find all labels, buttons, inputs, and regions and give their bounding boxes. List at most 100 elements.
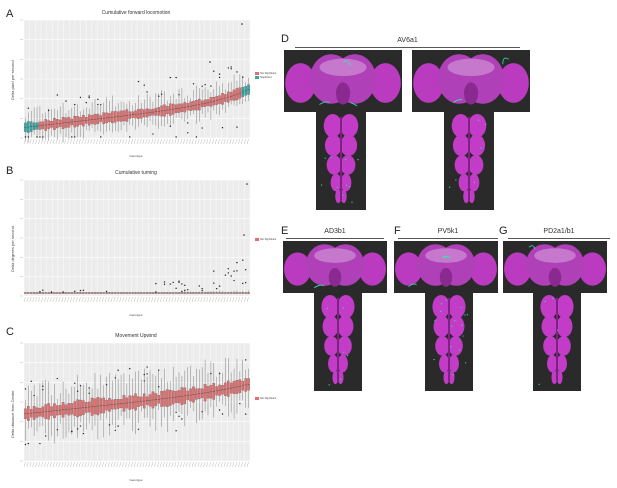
- outlier-point: [224, 274, 227, 276]
- tick-label: [183, 296, 185, 303]
- brain-midline: [548, 268, 562, 287]
- vnc-segment: [330, 173, 342, 192]
- tick-label: [229, 461, 232, 468]
- tick-label: [145, 296, 148, 303]
- tick-label: [29, 461, 32, 468]
- tick-label: [128, 461, 130, 468]
- tick-label: [159, 461, 162, 468]
- neuron-speck: [328, 384, 330, 386]
- tick-label: [244, 461, 246, 468]
- plot-a-ylabel: Delta pixel per second: [10, 60, 15, 100]
- legend-item: Not Significant: [255, 238, 276, 242]
- outlier-point: [108, 424, 111, 426]
- outlier-point: [215, 287, 218, 290]
- tick-label: [148, 461, 151, 468]
- neuron-projection: [528, 245, 536, 250]
- tick-label: [61, 296, 64, 303]
- tick-label: [142, 138, 145, 145]
- plot-b-xlabel: Genotype: [129, 313, 143, 317]
- tick-label: [235, 461, 238, 468]
- outlier-point: [178, 94, 180, 96]
- outlier-point: [175, 76, 177, 79]
- tick-label: [41, 138, 43, 145]
- tick-label: [93, 296, 96, 303]
- tick-label: [29, 296, 32, 303]
- legend-item: Not Significant: [255, 72, 276, 76]
- vnc-segment: [543, 336, 558, 356]
- brain-image: [284, 50, 402, 112]
- outlier-point: [71, 136, 73, 138]
- tick-label: [49, 461, 52, 468]
- neuron-projection: [453, 99, 463, 104]
- outlier-point: [192, 83, 195, 85]
- tick-label: [217, 461, 220, 468]
- tick-label: [64, 296, 67, 303]
- outlier-point: [33, 394, 35, 397]
- outlier-point: [97, 98, 99, 101]
- tick-label: [217, 138, 220, 145]
- tick-label: [41, 461, 43, 468]
- outlier-point: [246, 183, 248, 185]
- neuron-speck: [349, 186, 351, 188]
- neuron-speck: [346, 355, 349, 357]
- outlier-point: [137, 428, 140, 431]
- tick-label: [52, 296, 55, 303]
- tick-label: [78, 138, 81, 145]
- tick-label: [52, 138, 55, 145]
- vnc-segment: [556, 315, 573, 338]
- tick-label: [235, 296, 238, 303]
- outlier-point: [198, 285, 200, 287]
- tick-label: [244, 138, 246, 145]
- outlier-point: [241, 23, 243, 25]
- tick-label: [235, 138, 238, 145]
- tick-label: [73, 461, 75, 468]
- outlier-point: [201, 85, 203, 87]
- tick-label: [188, 296, 191, 303]
- tick-label: [203, 461, 206, 468]
- tick-label: [90, 296, 93, 303]
- tick-label: [102, 296, 104, 303]
- neuron-speck: [342, 194, 344, 196]
- vnc-segment: [337, 370, 344, 385]
- tick-label: [151, 296, 154, 303]
- outlier-point: [181, 418, 183, 420]
- tick-label: [177, 296, 180, 303]
- brain-image: [412, 50, 530, 112]
- tick-label: [84, 296, 87, 303]
- neuron-speck: [462, 335, 464, 337]
- tick-label: [96, 296, 99, 303]
- outlier-point: [100, 104, 102, 106]
- legend-swatch: [255, 397, 259, 400]
- neuron-speck: [552, 297, 554, 300]
- tick-label: [209, 296, 212, 303]
- tick-label: [64, 138, 67, 145]
- tick-label: [125, 138, 128, 145]
- outlier-point: [56, 94, 59, 96]
- tick-label: [162, 296, 165, 303]
- tick-label: [35, 296, 38, 303]
- outlier-point: [39, 290, 41, 293]
- outlier-point: [117, 425, 119, 427]
- tick-label: [29, 138, 32, 145]
- tick-label: [157, 296, 159, 303]
- tick-label: [133, 461, 136, 468]
- tick-label: [168, 296, 171, 303]
- outlier-point: [218, 76, 221, 79]
- outlier-point: [178, 415, 180, 418]
- outlier-point: [163, 281, 166, 283]
- outlier-point: [243, 234, 245, 236]
- outlier-point: [233, 279, 235, 282]
- vnc-segment: [458, 173, 470, 192]
- outlier-point: [146, 91, 148, 93]
- tick-label: [165, 138, 168, 145]
- outlier-point: [129, 136, 131, 138]
- outlier-point: [213, 70, 215, 72]
- tick-label: [174, 138, 177, 145]
- outlier-point: [242, 259, 244, 261]
- vnc-segment: [439, 354, 450, 373]
- tick-label: [162, 461, 165, 468]
- neuron-speck: [544, 300, 546, 302]
- outlier-point: [169, 283, 172, 285]
- outlier-point: [172, 281, 174, 284]
- tick-label: [110, 461, 113, 468]
